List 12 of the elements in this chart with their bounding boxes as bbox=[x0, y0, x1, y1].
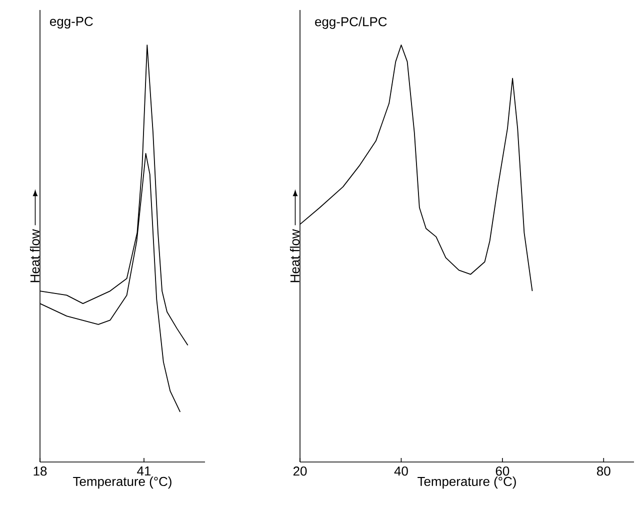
x-tick-label: 41 bbox=[137, 466, 151, 476]
x-axis-title: Temperature (°C) bbox=[418, 476, 516, 489]
x-tick-label: 60 bbox=[496, 466, 510, 476]
x-axis-title: Temperature (°C) bbox=[73, 476, 172, 489]
chart-title: egg-PC/LPC bbox=[315, 16, 387, 29]
x-tick-label: 18 bbox=[34, 466, 47, 476]
x-tick-label: 20 bbox=[293, 466, 307, 476]
x-tick-label: 80 bbox=[597, 466, 610, 476]
x-tick-label: 40 bbox=[394, 466, 408, 476]
y-axis-title: Heat flow bbox=[30, 229, 40, 282]
chart-title: egg-PC bbox=[50, 16, 93, 29]
y-axis-title: Heat flow bbox=[290, 229, 300, 282]
